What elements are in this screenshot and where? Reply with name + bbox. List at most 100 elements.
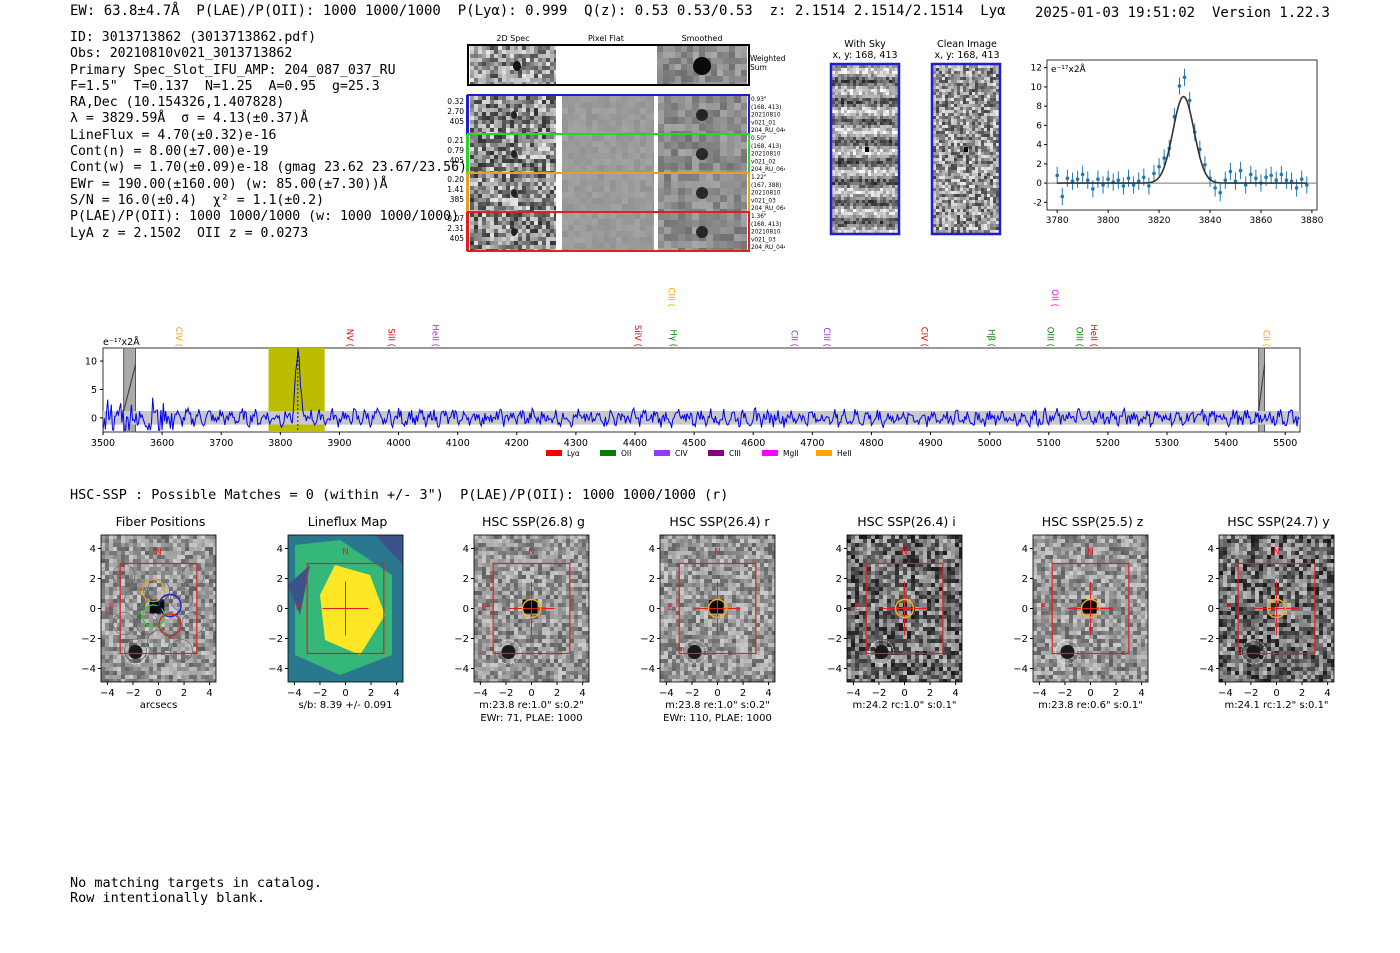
- legend-label: MgII: [783, 449, 799, 458]
- y-tick-label: 0: [91, 413, 97, 424]
- x-tick-label: 4700: [800, 438, 824, 449]
- footer-line: Row intentionally blank.: [70, 890, 266, 906]
- x-tick-label: 3820: [1148, 216, 1171, 226]
- info-line: Obs: 20210810v021_3013713862: [70, 46, 293, 62]
- cutout-col-title: Pixel Flat: [588, 34, 624, 43]
- y-tick-label: −4: [81, 664, 96, 675]
- row-meta: 204_RU_064: [751, 167, 785, 173]
- with-sky-image: [832, 65, 898, 233]
- data-point: [1147, 184, 1151, 188]
- row-stat: 405: [450, 156, 465, 165]
- y-tick-label: 12: [1031, 64, 1042, 74]
- x-tick-label: −2: [1244, 688, 1259, 699]
- panel-title: HSC SSP(24.7) y: [1227, 514, 1330, 529]
- line-marker-label: CIV (: [173, 327, 183, 347]
- info-line: EWr = 190.00(±160.00) (w: 85.00(±7.30))Å: [70, 176, 388, 192]
- footer-notes: No matching targets in catalog. Row inten…: [70, 876, 322, 906]
- aperture-circle: [1266, 598, 1287, 619]
- data-point: [1243, 183, 1248, 187]
- data-point: [1106, 177, 1110, 182]
- source-spot: [1081, 599, 1097, 614]
- panel-title: HSC SSP(26.8) g: [482, 514, 585, 529]
- row-meta: v021_01: [751, 120, 776, 126]
- separator: [654, 96, 658, 133]
- row-pixel-flat: [562, 174, 654, 211]
- line-marker-label: CII (: [1260, 330, 1270, 347]
- x-tick-label: 0: [155, 688, 161, 699]
- fiber-highlight: [158, 613, 182, 637]
- x-tick-label: 4200: [505, 438, 529, 449]
- x-tick-label: 0: [528, 688, 534, 699]
- data-point: [1284, 178, 1289, 182]
- line-marker-label: Hβ (: [986, 329, 996, 347]
- fiber-highlight: [158, 593, 182, 618]
- with-sky-frame: [829, 62, 901, 236]
- y-tick-label: −2: [640, 634, 655, 645]
- east-label: E: [668, 603, 674, 613]
- x-tick-label: 4100: [446, 438, 470, 449]
- east-label: E: [1227, 603, 1233, 613]
- y-tick-label: 0: [1036, 179, 1042, 189]
- with-sky-title: With Sky: [844, 39, 886, 50]
- line-marker-label: CIV (: [919, 327, 929, 347]
- data-point: [1182, 75, 1187, 80]
- row-smoothed: [657, 135, 747, 172]
- x-tick-label: −4: [1218, 688, 1233, 699]
- line-marker-label: CII (: [789, 330, 799, 347]
- north-label: N: [1087, 548, 1094, 558]
- row-meta: 20210810: [751, 191, 781, 197]
- y-tick-label: 4: [1208, 544, 1214, 555]
- x-tick-label: 3600: [150, 438, 174, 449]
- info-line: LineFlux = 4.70(±0.32)e-16: [70, 127, 277, 143]
- weighted-label: Sum: [750, 63, 767, 72]
- panel-caption: m:23.8 re:1.0" s:0.2": [479, 700, 584, 711]
- legend-swatch: [654, 450, 670, 456]
- weighted-label: Weighted: [750, 54, 785, 63]
- row-color-bar: [466, 95, 469, 134]
- row-meta: v021_02: [751, 159, 776, 165]
- y-tick-label: −4: [454, 664, 469, 675]
- row-stat: 0.21: [447, 136, 464, 145]
- data-point: [1065, 176, 1070, 181]
- y-tick-label: 4: [277, 544, 283, 555]
- row-2d-spec: [470, 174, 556, 211]
- source-spot: [708, 599, 724, 614]
- lineflux-peak: [320, 565, 385, 655]
- line-marker-label: OII (: [1049, 289, 1059, 307]
- data-point: [1177, 84, 1182, 88]
- data-point: [1269, 173, 1273, 178]
- source-spot: [696, 187, 708, 199]
- data-point: [1060, 194, 1065, 199]
- row-meta: v021_03: [751, 237, 776, 243]
- row-stat: 1.41: [447, 185, 464, 194]
- x-tick-label: 2: [927, 688, 933, 699]
- source-spot: [522, 599, 538, 614]
- data-point: [1274, 178, 1279, 182]
- x-tick-label: −4: [100, 688, 115, 699]
- hsc-panel: Fiber Positions N E −4 −4 −2 −2 0 0 2 2 4 4 arcsecs: [81, 514, 217, 711]
- fiber-circle: [112, 564, 136, 587]
- info-line: ID: 3013713862 (3013713862.pdf): [70, 30, 317, 45]
- x-tick-label: 2: [740, 688, 746, 699]
- panel-caption: m:24.2 rc:1.0" s:0.1": [852, 700, 956, 711]
- source-spot: [511, 150, 517, 158]
- row-color-bar: [466, 173, 469, 212]
- x-tick-label: 5400: [1214, 438, 1238, 449]
- data-point: [1305, 183, 1309, 187]
- row-meta: (168, 413): [751, 144, 781, 150]
- line-marker-label: CIII (: [821, 328, 831, 347]
- source-spot: [693, 57, 711, 75]
- y-tick-label: 0: [649, 604, 655, 615]
- search-box: [1051, 562, 1130, 655]
- fiber-circle: [112, 612, 136, 635]
- cutout-col-title: Smoothed: [682, 34, 723, 43]
- row-stat: 2.70: [447, 107, 464, 116]
- legend-label: OII: [621, 449, 631, 458]
- y-axis-label: e⁻¹⁷x2Å: [1051, 63, 1087, 75]
- legend-label: Lyα: [567, 449, 580, 458]
- clean-image-title: Clean Image: [937, 39, 997, 50]
- data-point: [1116, 178, 1121, 182]
- x-tick-label: 4: [206, 688, 212, 699]
